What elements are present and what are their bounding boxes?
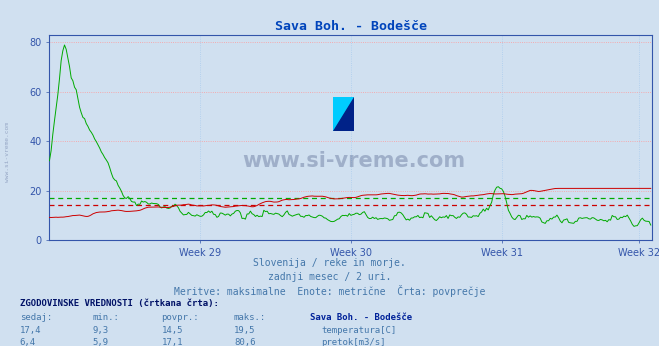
Text: 14,5: 14,5 <box>161 326 183 335</box>
Text: ZGODOVINSKE VREDNOSTI (črtkana črta):: ZGODOVINSKE VREDNOSTI (črtkana črta): <box>20 299 219 308</box>
Title: Sava Boh. - Bodešče: Sava Boh. - Bodešče <box>275 20 427 34</box>
Text: povpr.:: povpr.: <box>161 313 199 322</box>
Text: min.:: min.: <box>92 313 119 322</box>
Text: Slovenija / reke in morje.: Slovenija / reke in morje. <box>253 258 406 268</box>
Polygon shape <box>333 97 354 131</box>
Text: www.si-vreme.com: www.si-vreme.com <box>243 151 466 171</box>
Text: zadnji mesec / 2 uri.: zadnji mesec / 2 uri. <box>268 272 391 282</box>
Text: maks.:: maks.: <box>234 313 266 322</box>
Text: temperatura[C]: temperatura[C] <box>322 326 397 335</box>
Text: 9,3: 9,3 <box>92 326 108 335</box>
Text: sedaj:: sedaj: <box>20 313 52 322</box>
Text: 80,6: 80,6 <box>234 338 256 346</box>
Text: 17,1: 17,1 <box>161 338 183 346</box>
Polygon shape <box>333 97 354 131</box>
Text: 17,4: 17,4 <box>20 326 42 335</box>
Text: 19,5: 19,5 <box>234 326 256 335</box>
Text: Meritve: maksimalne  Enote: metrične  Črta: povprečje: Meritve: maksimalne Enote: metrične Črta… <box>174 285 485 298</box>
Text: www.si-vreme.com: www.si-vreme.com <box>5 122 11 182</box>
Text: 6,4: 6,4 <box>20 338 36 346</box>
Text: pretok[m3/s]: pretok[m3/s] <box>322 338 386 346</box>
Polygon shape <box>333 97 354 131</box>
Text: Sava Boh. - Bodešče: Sava Boh. - Bodešče <box>310 313 412 322</box>
Text: 5,9: 5,9 <box>92 338 108 346</box>
